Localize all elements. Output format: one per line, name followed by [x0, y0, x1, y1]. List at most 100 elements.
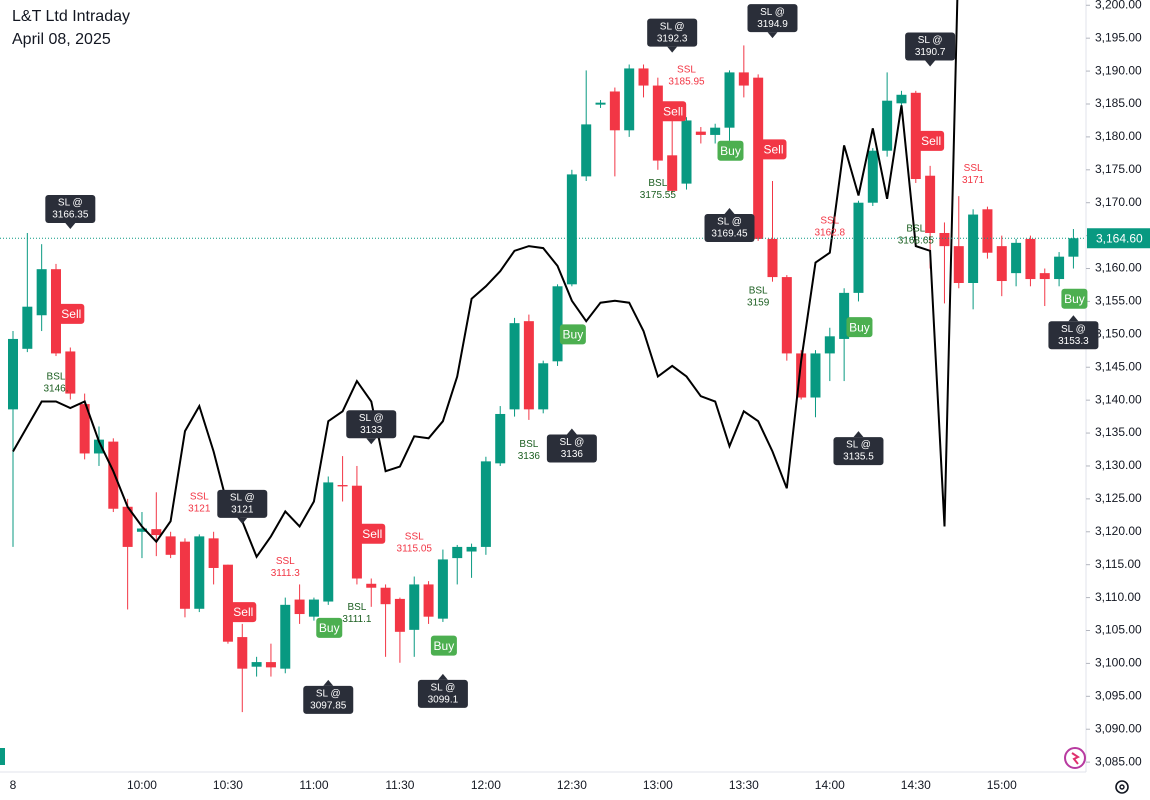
stop-loss-box	[1048, 321, 1099, 350]
bsl-heading: BSL	[906, 224, 925, 235]
candle-body	[796, 353, 807, 398]
stop-loss-tag: SL @3153.3	[1048, 315, 1099, 350]
stop-loss-tag: SL @3136	[546, 428, 597, 463]
stop-loss-value: 3135.5	[843, 452, 874, 463]
x-tick-label: 14:30	[901, 778, 931, 792]
buy-signal-box	[559, 324, 586, 345]
bsl-value: 3136	[518, 451, 541, 462]
y-tick-label: 3,170.00	[1095, 195, 1142, 209]
sell-signal-box	[660, 101, 687, 122]
stop-loss-heading: SL @	[717, 217, 742, 228]
x-tick-label: 15:00	[987, 778, 1017, 792]
buy-signal-label: Buy	[849, 320, 870, 334]
stop-loss-box	[747, 4, 798, 33]
candle-body	[79, 404, 90, 454]
stop-loss-box	[217, 489, 268, 518]
bsl-value: 3175.55	[640, 190, 677, 201]
stop-loss-tag: SL @3190.7	[905, 32, 956, 67]
y-tick-label: 3,085.00	[1095, 754, 1142, 768]
candle-body	[251, 662, 262, 667]
y-tick-label: 3,100.00	[1095, 656, 1142, 670]
candle-body	[1025, 238, 1036, 280]
y-tick-label: 3,120.00	[1095, 524, 1142, 538]
stop-loss-value: 3169.45	[711, 229, 748, 240]
candle-body	[394, 598, 405, 632]
stop-loss-box	[417, 679, 468, 708]
stop-loss-heading: SL @	[431, 683, 456, 694]
candle-body	[50, 269, 61, 354]
x-tick-label: 13:30	[729, 778, 759, 792]
candle-body	[8, 338, 18, 410]
last-price-label: 3,164.60	[1096, 231, 1143, 245]
candle-body	[480, 461, 491, 547]
plot-area	[0, 0, 1086, 713]
candle-body	[853, 202, 864, 293]
ssl-value: 3171	[962, 175, 985, 186]
candle-body	[308, 599, 319, 617]
overlay-line	[12, 0, 959, 559]
candle-body	[982, 209, 993, 253]
candle-body	[237, 637, 248, 669]
gear-hub	[1119, 784, 1125, 790]
ssl-heading: SSL	[405, 532, 424, 543]
stop-loss-heading: SL @	[660, 21, 685, 32]
candle-body	[710, 127, 721, 135]
logo-ring	[1064, 747, 1086, 769]
candle-body	[208, 538, 219, 568]
settings-icon[interactable]	[1115, 780, 1129, 794]
bsl-value: 3159	[747, 297, 770, 308]
x-tick-label: 10:00	[127, 778, 157, 792]
stop-loss-tag: SL @3097.85	[303, 679, 354, 714]
stop-loss-heading: SL @	[1061, 324, 1086, 335]
logo-icon[interactable]	[1064, 747, 1086, 769]
stop-loss-pointer	[237, 517, 248, 524]
candle-body	[652, 85, 663, 161]
stop-loss-tag: SL @3135.5	[833, 431, 884, 466]
buy-signal-label: Buy	[720, 144, 741, 158]
stop-loss-heading: SL @	[760, 7, 785, 18]
candle-body	[179, 541, 190, 609]
ssl-heading: SSL	[677, 64, 696, 75]
stop-loss-tag: SL @3166.35	[45, 195, 96, 230]
candle-body	[323, 482, 334, 602]
stop-loss-heading: SL @	[846, 440, 871, 451]
stop-loss-heading: SL @	[918, 35, 943, 46]
candle-body	[824, 336, 835, 354]
candle-body	[968, 214, 979, 284]
candle-body	[753, 77, 764, 239]
y-tick-label: 3,200.00	[1095, 0, 1142, 11]
y-tick-label: 3,195.00	[1095, 30, 1142, 44]
stop-loss-tag: SL @3169.45	[704, 207, 755, 242]
y-tick-label: 3,160.00	[1095, 261, 1142, 275]
bsl-value: 3111.1	[342, 614, 372, 625]
candle-body	[122, 506, 133, 547]
stop-loss-pointer	[724, 207, 735, 214]
candle-body	[882, 100, 893, 151]
candle-body	[380, 587, 391, 605]
candle-body	[351, 485, 362, 579]
y-tick-label: 3,130.00	[1095, 458, 1142, 472]
bsl-heading: BSL	[47, 372, 66, 383]
volume-stub	[0, 748, 5, 765]
buy-signal-label: Buy	[563, 328, 584, 342]
candle-body	[1011, 242, 1022, 274]
y-tick-label: 3,125.00	[1095, 491, 1142, 505]
bsl-value: 3146.	[43, 384, 68, 395]
sell-signal-label: Sell	[763, 143, 783, 157]
candle-body	[423, 584, 434, 617]
sell-signal-box	[230, 602, 257, 623]
candle-body	[1068, 238, 1079, 257]
stop-loss-box	[905, 32, 956, 61]
bsl-heading: BSL	[519, 439, 538, 450]
x-tick-label: 10:30	[213, 778, 243, 792]
buy-signal-box	[846, 317, 873, 338]
sell-signal-box	[760, 139, 787, 160]
stop-loss-pointer	[767, 32, 778, 39]
candle-body	[22, 306, 33, 349]
chart-subtitle: April 08, 2025	[12, 31, 111, 48]
candle-body	[953, 246, 964, 284]
axes: 3,085.00 3,090.00 3,095.00 3,100.00 3,105.00…	[10, 0, 1150, 792]
sell-signal-box	[918, 130, 945, 151]
ssl-heading: SSL	[964, 163, 983, 174]
